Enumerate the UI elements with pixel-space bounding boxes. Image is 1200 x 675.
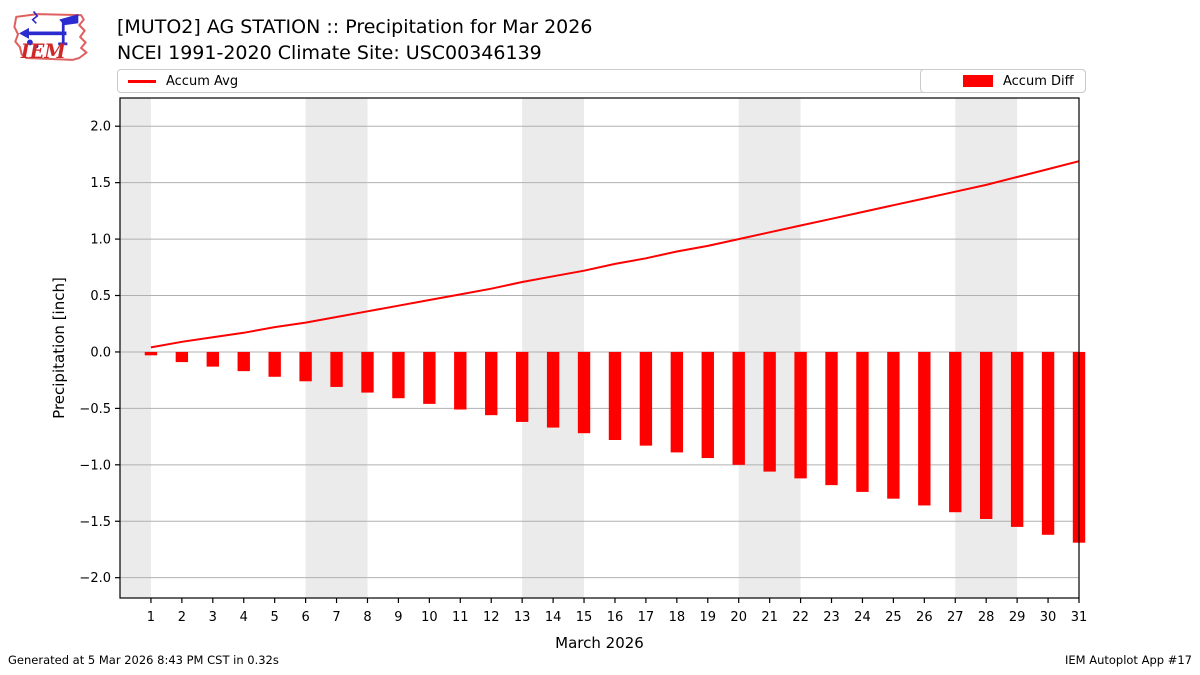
x-tick-label: 28 [978, 610, 995, 625]
accum-diff-bar [485, 351, 498, 416]
accum-diff-bar [1041, 351, 1055, 535]
accum-diff-bar [763, 351, 776, 472]
weather-vane-icon [18, 10, 79, 49]
weekend-band [120, 98, 151, 598]
accum-avg-line [150, 160, 1080, 349]
accum-diff-label: Accum Diff [1003, 73, 1074, 89]
accum-diff-bar [1010, 351, 1024, 527]
accum-avg-label: Accum Avg [166, 73, 239, 89]
y-tick-label: 1.0 [90, 233, 111, 248]
x-tick-label: 11 [452, 610, 469, 625]
x-tick-label: 22 [792, 610, 809, 625]
accum-diff-bar [392, 351, 405, 399]
chart-subtitle: NCEI 1991-2020 Climate Site: USC00346139 [117, 42, 542, 64]
x-tick-label: 1 [147, 610, 155, 625]
y-tick-label: 1.5 [90, 176, 111, 191]
x-tick-label: 6 [301, 610, 309, 625]
weekend-band [955, 98, 1018, 598]
legend-item-accum-diff: Accum Diff [920, 69, 1086, 93]
x-tick-label: 25 [885, 610, 902, 625]
x-tick-label: 17 [638, 610, 655, 625]
y-tick-label: 0.5 [90, 289, 111, 304]
y-tick-label: 0.0 [90, 345, 111, 360]
x-axis-label: March 2026 [555, 634, 644, 652]
iowa-outline [13, 13, 88, 61]
x-tick-label: 15 [576, 610, 593, 625]
legend-item-accum-avg: Accum Avg [118, 74, 238, 89]
x-tick-label: 5 [271, 610, 279, 625]
x-tick-label: 21 [761, 610, 778, 625]
x-tick-label: 24 [854, 610, 871, 625]
accum-diff-bar [639, 351, 653, 446]
accum-diff-bar [794, 351, 807, 479]
x-tick-label: 9 [394, 610, 402, 625]
y-axis-label: Precipitation [inch] [50, 277, 68, 419]
accum-diff-bar [206, 351, 219, 367]
x-tick-label: 18 [669, 610, 686, 625]
weekend-band [305, 98, 368, 598]
x-tick-label: 30 [1040, 610, 1057, 625]
y-tick-label: −1.0 [79, 458, 111, 473]
accum-diff-bar [330, 351, 343, 387]
logo-text: IEM [20, 40, 67, 63]
weekend-band [522, 98, 585, 598]
x-tick-label: 31 [1071, 610, 1088, 625]
x-tick-label: 7 [332, 610, 340, 625]
accum-diff-bar [515, 351, 529, 422]
y-tick-label: −2.0 [79, 571, 111, 586]
accum-diff-bar [454, 351, 467, 410]
x-tick-label: 12 [483, 610, 500, 625]
accum-diff-bar [299, 351, 312, 382]
accum-diff-bar [701, 351, 714, 459]
x-tick-label: 3 [209, 610, 217, 625]
x-tick-label: 29 [1009, 610, 1026, 625]
x-tick-label: 23 [823, 610, 840, 625]
accum-diff-bar [608, 351, 622, 440]
x-tick-label: 26 [916, 610, 933, 625]
x-tick-label: 16 [607, 610, 624, 625]
accum-diff-bar [577, 351, 591, 434]
accum-diff-bar [144, 351, 158, 356]
y-tick-label: −0.5 [79, 402, 111, 417]
x-tick-label: 14 [545, 610, 562, 625]
accum-diff-bar [887, 351, 900, 499]
iem-logo: IEM [13, 10, 88, 63]
accum-diff-bar [175, 351, 189, 363]
accum-diff-bar [949, 351, 962, 513]
y-tick-label: 2.0 [90, 120, 111, 135]
plot-border [119, 97, 1080, 599]
x-tick-label: 8 [363, 610, 371, 625]
accum-diff-bar [856, 351, 869, 492]
accum-diff-bar [268, 351, 281, 377]
accum-diff-bar [670, 351, 684, 453]
accum-diff-bar [732, 351, 745, 465]
x-tick-label: 19 [700, 610, 717, 625]
accum-diff-bar [361, 351, 374, 393]
x-tick-label: 10 [421, 610, 438, 625]
accum-diff-bar [825, 351, 838, 486]
autoplot-app-credit: IEM Autoplot App #17 [1064, 653, 1192, 667]
generated-timestamp: Generated at 5 Mar 2026 8:43 PM CST in 0… [8, 653, 279, 667]
accum-diff-bar [237, 351, 250, 372]
accum-diff-bar-swatch [963, 75, 993, 87]
chart-title-block: [MUTO2] AG STATION :: Precipitation for … [117, 14, 592, 66]
accum-diff-bar [918, 351, 931, 506]
x-tick-label: 13 [514, 610, 531, 625]
accum-diff-bar [546, 351, 560, 428]
accum-avg-line-swatch [128, 79, 156, 83]
x-tick-label: 27 [947, 610, 964, 625]
x-tick-label: 2 [178, 610, 186, 625]
weekend-band [738, 98, 801, 598]
accum-diff-bar [980, 351, 993, 519]
legend: Accum Avg Accum Diff [117, 69, 1086, 93]
y-tick-label: −1.5 [79, 515, 111, 530]
x-tick-label: 20 [730, 610, 747, 625]
x-tick-label: 4 [240, 610, 248, 625]
chart-title: [MUTO2] AG STATION :: Precipitation for … [117, 16, 593, 38]
accum-diff-bar [423, 351, 436, 404]
